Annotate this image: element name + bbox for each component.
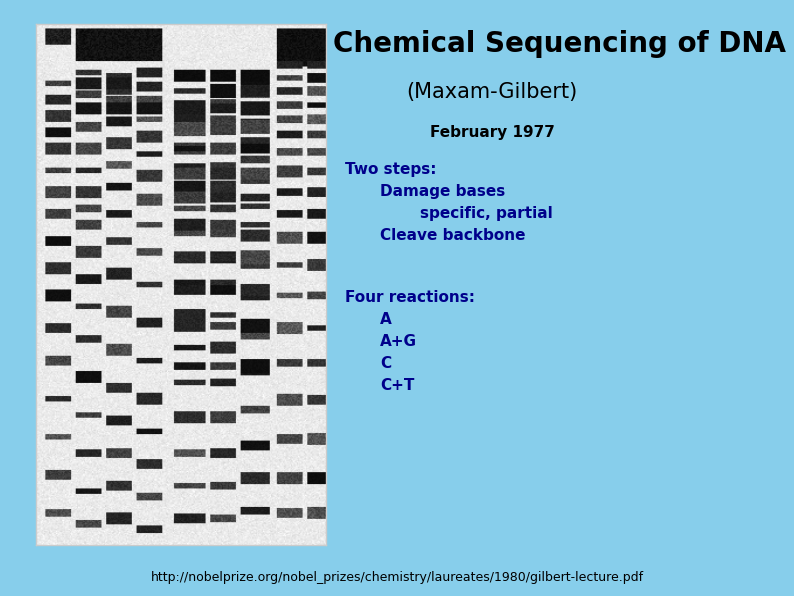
Text: February 1977: February 1977 xyxy=(430,125,555,140)
Text: Two steps:: Two steps: xyxy=(345,162,437,177)
Text: A: A xyxy=(380,312,392,327)
Text: Chemical Sequencing of DNA: Chemical Sequencing of DNA xyxy=(333,30,787,58)
Text: http://nobelprize.org/nobel_prizes/chemistry/laureates/1980/gilbert-lecture.pdf: http://nobelprize.org/nobel_prizes/chemi… xyxy=(150,571,644,584)
Text: A+G: A+G xyxy=(380,334,418,349)
Text: specific, partial: specific, partial xyxy=(420,206,553,221)
Text: Cleave backbone: Cleave backbone xyxy=(380,228,526,243)
Text: (Maxam-Gilbert): (Maxam-Gilbert) xyxy=(407,82,578,102)
Text: C+T: C+T xyxy=(380,378,414,393)
Text: Damage bases: Damage bases xyxy=(380,184,506,199)
Text: C: C xyxy=(380,356,391,371)
Text: Four reactions:: Four reactions: xyxy=(345,290,476,305)
